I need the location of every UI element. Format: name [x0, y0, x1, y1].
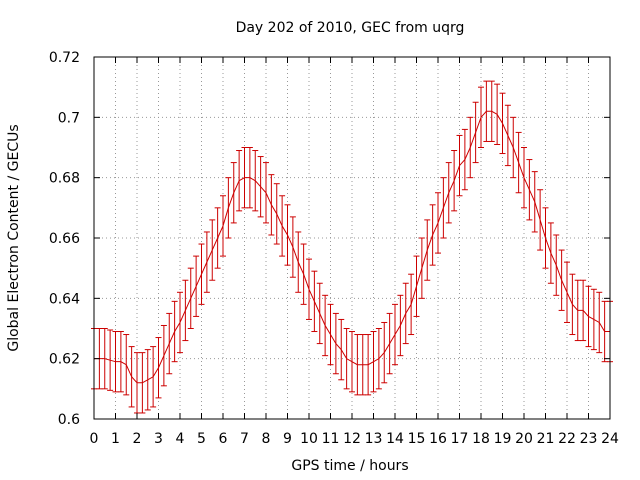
x-tick-label: 24 [601, 431, 619, 447]
x-tick-label: 15 [408, 431, 426, 447]
y-tick-label: 0.6 [58, 412, 80, 428]
x-tick-label: 6 [219, 431, 228, 447]
x-tick-label: 17 [451, 431, 469, 447]
x-tick-label: 5 [197, 431, 206, 447]
x-tick-label: 8 [262, 431, 271, 447]
x-tick-label: 13 [365, 431, 383, 447]
data-series [91, 80, 613, 414]
x-tick-label: 3 [154, 431, 163, 447]
x-tick-label: 14 [386, 431, 404, 447]
x-tick-label: 22 [558, 431, 576, 447]
x-tick-label: 11 [322, 431, 340, 447]
x-axis-label: GPS time / hours [291, 458, 408, 474]
y-tick-label: 0.64 [49, 291, 80, 307]
x-tick-label: 4 [176, 431, 185, 447]
x-tick-label: 7 [240, 431, 249, 447]
x-tick-label: 18 [472, 431, 490, 447]
chart-title: Day 202 of 2010, GEC from uqrg [236, 20, 465, 36]
x-tick-label: 12 [343, 431, 361, 447]
gec-series-line [94, 110, 610, 384]
x-tick-label: 19 [494, 431, 512, 447]
y-tick-label: 0.62 [49, 352, 80, 368]
x-tick-label: 1 [111, 431, 120, 447]
y-tick-label: 0.68 [49, 171, 80, 187]
x-tick-label: 16 [429, 431, 447, 447]
x-tick-label: 0 [90, 431, 99, 447]
y-axis-label: Global Electron Content / GECUs [6, 124, 22, 351]
x-tick-label: 23 [580, 431, 598, 447]
y-tick-label: 0.72 [49, 50, 80, 66]
x-tick-label: 20 [515, 431, 533, 447]
x-tick-label: 21 [537, 431, 555, 447]
x-tick-label: 9 [283, 431, 292, 447]
y-tick-label: 0.7 [58, 110, 80, 126]
x-tick-label: 10 [300, 431, 318, 447]
axis-ticks: 0 1 2 3 4 5 6 7 8 9 10 11 12 13 14 15 16 17 18 19 20 21 22 23 24… [49, 50, 619, 447]
y-tick-label: 0.66 [49, 231, 80, 247]
x-tick-label: 2 [133, 431, 142, 447]
